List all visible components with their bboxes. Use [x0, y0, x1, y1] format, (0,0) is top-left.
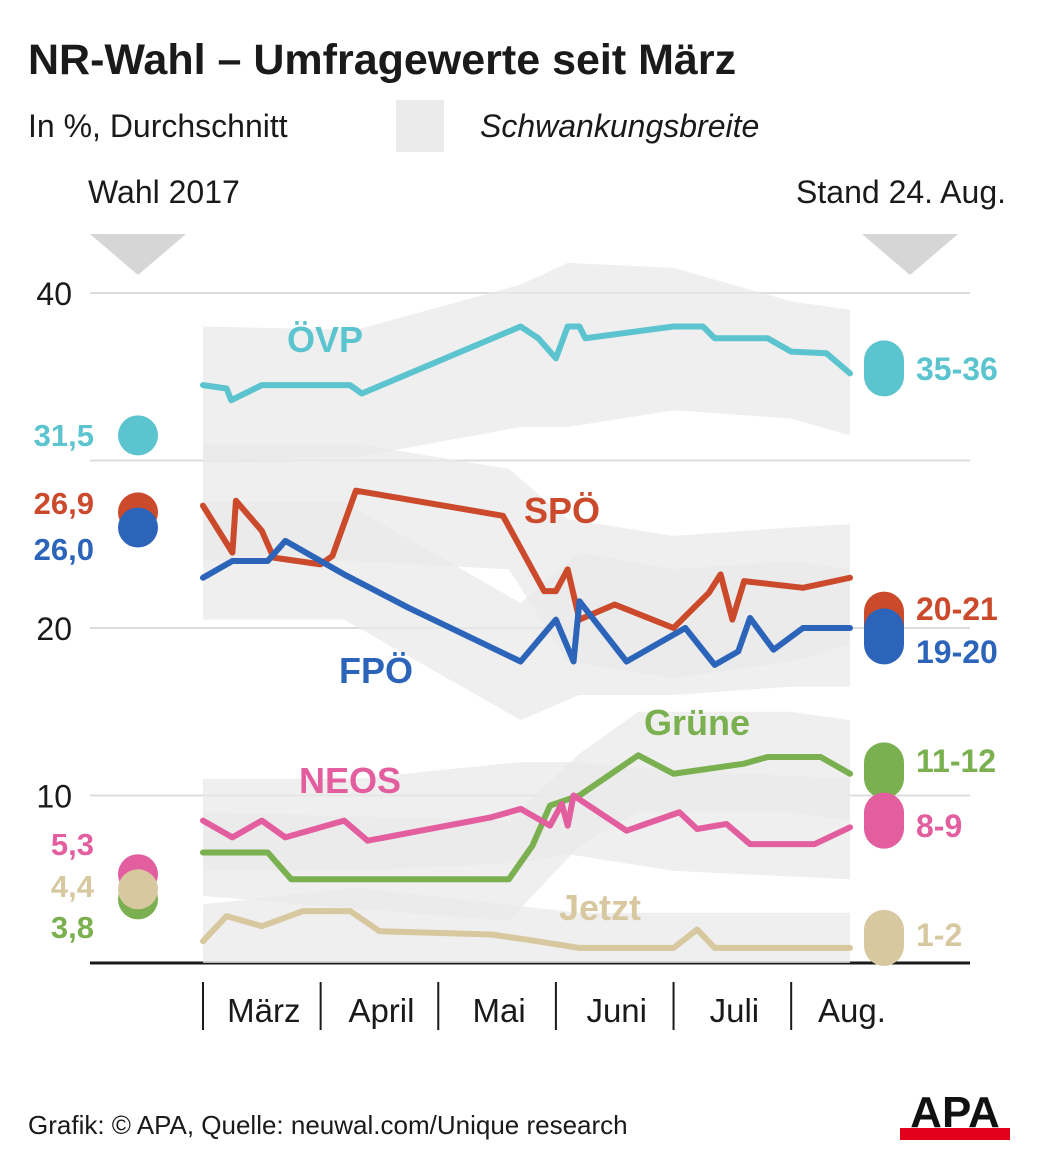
apa-logo-text: APA	[910, 1090, 1000, 1137]
series-name-label: Grüne	[644, 702, 750, 743]
x-tick-label: Aug.	[818, 992, 886, 1029]
series-line-fpö	[200, 537, 853, 668]
series-line-grüne	[200, 752, 853, 883]
series-line-spö	[200, 487, 853, 631]
election-marker-jetzt	[118, 869, 158, 910]
range-band-jetzt	[203, 887, 850, 963]
current-value-label: 35-36	[916, 351, 998, 387]
election-value-label: 4,4	[51, 869, 95, 904]
series-line-jetzt	[200, 908, 853, 951]
current-pill-fpö	[864, 608, 904, 665]
range-legend-label: Schwankungsbreite	[480, 108, 760, 144]
apa-logo-bar	[900, 1128, 1010, 1140]
series-name-label: Jetzt	[559, 887, 641, 928]
election-value-label: 26,9	[34, 486, 94, 521]
x-tick-label: März	[227, 992, 300, 1029]
election-marker-fpö	[118, 507, 158, 548]
range-band-neos	[203, 762, 850, 880]
series-name-label: NEOS	[299, 760, 401, 801]
apa-logo: APA	[900, 1090, 1010, 1140]
election-marker-övp	[118, 415, 158, 456]
y-tick-label: 10	[36, 779, 72, 815]
source-credit: Grafik: © APA, Quelle: neuwal.com/Unique…	[28, 1110, 628, 1140]
x-tick-label: April	[348, 992, 414, 1029]
current-column-label: Stand 24. Aug.	[796, 174, 1006, 210]
current-value-label: 19-20	[916, 634, 998, 670]
series-name-label: ÖVP	[287, 319, 363, 360]
chart-title: NR-Wahl – Umfragewerte seit März	[28, 36, 737, 84]
current-pill-jetzt	[864, 909, 904, 966]
chart-subtitle: In %, Durchschnitt	[28, 108, 288, 144]
range-band-fpö	[203, 502, 850, 721]
x-tick-label: Juni	[586, 992, 647, 1029]
range-band-övp	[203, 262, 850, 461]
series-name-label: FPÖ	[339, 650, 413, 691]
y-tick-label: 40	[36, 276, 72, 312]
current-value-label: 8-9	[916, 808, 962, 844]
poll-chart: 10 20 40 März April Mai Juni Juli Aug. ÖVP SPÖ FP…	[34, 234, 998, 1030]
y-tick-label: 20	[36, 611, 72, 647]
series-line-neos	[200, 792, 853, 848]
current-pill-neos	[864, 792, 904, 849]
x-tick-label: Juli	[710, 992, 760, 1029]
election-value-label: 3,8	[51, 910, 94, 945]
current-value-label: 20-21	[916, 591, 998, 627]
current-pill-grüne	[864, 742, 904, 799]
election-value-label: 5,3	[51, 827, 94, 862]
range-legend-swatch	[396, 100, 444, 152]
x-tick-label: Mai	[472, 992, 525, 1029]
election-value-label: 26,0	[34, 532, 94, 567]
series-line-övp	[200, 323, 853, 404]
election-value-label: 31,5	[34, 418, 94, 453]
current-value-label: 11-12	[916, 743, 996, 779]
election-marker-icon	[90, 234, 186, 275]
current-marker-icon	[862, 234, 958, 275]
series-name-label: SPÖ	[524, 490, 600, 531]
election-column-label: Wahl 2017	[88, 174, 240, 210]
current-value-label: 1-2	[916, 917, 962, 953]
current-pill-övp	[864, 340, 904, 397]
